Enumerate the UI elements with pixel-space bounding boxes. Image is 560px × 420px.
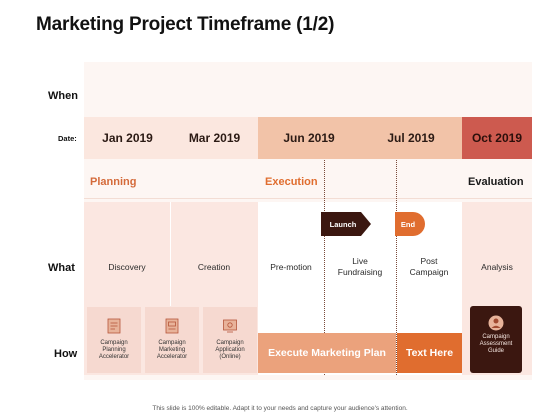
end-line	[396, 160, 397, 375]
what-premotion: Pre-motion	[270, 262, 312, 272]
what-post-campaign: Post Campaign	[398, 252, 460, 282]
date-jul-2019: Jul 2019	[387, 131, 435, 145]
phase-planning: Planning	[90, 176, 137, 188]
document-icon	[165, 318, 179, 334]
date-bar-planning: Jan 2019 Mar 2019	[84, 117, 258, 159]
what-live-fundraising-text: Live Fundraising	[337, 256, 383, 277]
date-bar-execution: Jun 2019 Jul 2019	[258, 117, 462, 159]
how-item-marketing-accelerator: Campaign Marketing Accelerator	[145, 307, 199, 373]
launch-marker	[321, 212, 371, 236]
row-divider	[84, 198, 532, 199]
page-title: Marketing Project Timeframe (1/2)	[36, 14, 335, 35]
how-item-1-text: Campaign Planning Accelerator	[98, 340, 130, 360]
what-analysis: Analysis	[481, 262, 513, 272]
how-item-3-text: Campaign Application (Online)	[215, 340, 245, 360]
launch-label: Launch	[329, 219, 357, 229]
user-icon	[488, 315, 504, 331]
date-label: Date:	[58, 134, 77, 143]
how-item-2-text: Campaign Marketing Accelerator	[156, 340, 188, 360]
date-mar-2019: Mar 2019	[188, 131, 241, 145]
phase-evaluation: Evaluation	[468, 176, 524, 188]
end-marker	[395, 212, 425, 236]
how-item-planning-accelerator: Campaign Planning Accelerator	[87, 307, 141, 373]
phase-execution: Execution	[265, 176, 318, 188]
what-label: What	[48, 262, 75, 274]
when-label: When	[48, 90, 78, 102]
execute-marketing-plan-banner: Execute Marketing Plan	[258, 333, 396, 373]
date-bar-evaluation: Oct 2019	[462, 117, 532, 159]
footer-note: This slide is 100% editable. Adapt it to…	[152, 405, 408, 412]
how-label: How	[54, 348, 78, 360]
launch-arrow-shape	[321, 212, 371, 236]
assessment-guide-box: Campaign Assessment Guide	[470, 306, 522, 373]
what-discovery: Discovery	[108, 262, 146, 272]
planning-divider	[170, 202, 171, 306]
how-item-application-online: Campaign Application (Online)	[203, 307, 257, 373]
end-label: End	[400, 219, 416, 229]
document-icon	[107, 318, 121, 334]
date-oct-2019: Oct 2019	[471, 131, 523, 145]
end-marker-shape	[395, 212, 425, 236]
what-live-fundraising: Live Fundraising	[326, 252, 394, 282]
date-jan-2019: Jan 2019	[102, 131, 153, 145]
document-icon	[223, 319, 237, 333]
text-here-banner: Text Here	[397, 333, 462, 373]
assessment-guide-text: Campaign Assessment Guide	[479, 334, 513, 354]
date-jun-2019: Jun 2019	[283, 131, 335, 145]
what-post-campaign-text: Post Campaign	[409, 256, 449, 277]
launch-line	[324, 160, 325, 375]
what-creation: Creation	[197, 262, 231, 272]
